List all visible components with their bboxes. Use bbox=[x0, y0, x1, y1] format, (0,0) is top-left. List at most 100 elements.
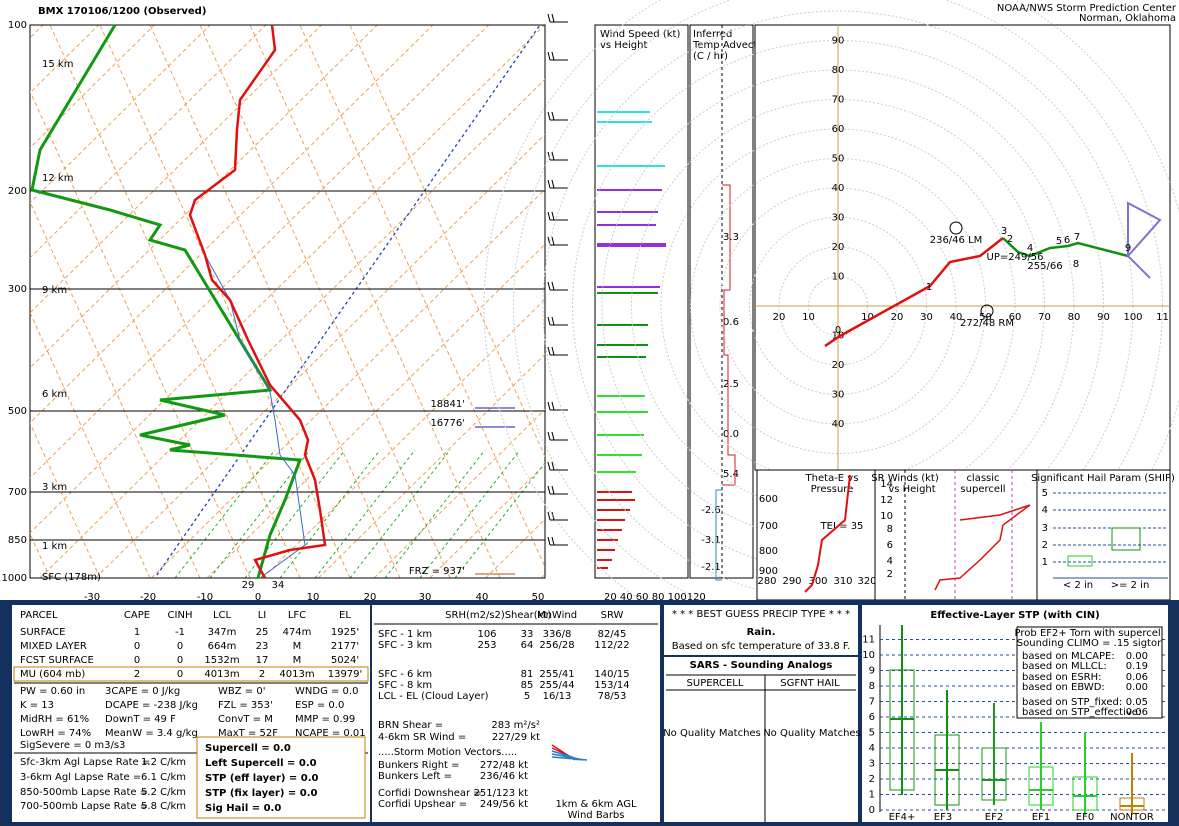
label: >= 2 in bbox=[1111, 580, 1150, 591]
composite-index: Supercell = 0.0 bbox=[205, 743, 291, 754]
label: Effective-Layer STP (with CIN) bbox=[930, 610, 1099, 621]
label: 29 bbox=[242, 580, 255, 591]
label: 7 bbox=[869, 697, 875, 708]
hodo-label: 70 bbox=[1038, 312, 1051, 323]
table-cell: 255/44 bbox=[539, 680, 574, 691]
index: MMP = 0.99 bbox=[295, 714, 355, 725]
index: ConvT = M bbox=[218, 714, 273, 725]
table-cell: 256/28 bbox=[539, 640, 574, 651]
label: Rain. bbox=[747, 627, 776, 638]
table-cell: -1 bbox=[175, 627, 185, 638]
table-cell: 64 bbox=[521, 640, 534, 651]
composite-index: Sig Hail = 0.0 bbox=[205, 803, 281, 814]
label: 290 bbox=[782, 576, 801, 587]
guide-line bbox=[30, 90, 251, 578]
table-cell: 33 bbox=[521, 629, 534, 640]
table-cell: SFC - 6 km bbox=[378, 669, 432, 680]
hodo-point: 9 bbox=[1125, 243, 1131, 254]
label: 255/66 bbox=[1027, 261, 1062, 272]
highlight bbox=[13, 666, 369, 682]
hodo-label: 40 bbox=[832, 183, 845, 194]
guide-line bbox=[30, 25, 545, 534]
label: 10 bbox=[862, 650, 875, 661]
label: based on MLLCL: bbox=[1022, 661, 1107, 672]
wind-barb bbox=[551, 316, 555, 326]
label: Sfc-3km Agl Lapse Rate = bbox=[20, 757, 150, 768]
label: 2 bbox=[887, 569, 893, 580]
label: SR Winds (kt) bbox=[871, 473, 939, 484]
label: 283 m²/s² bbox=[491, 720, 540, 731]
label: NONTOR bbox=[1110, 812, 1154, 823]
table-cell: 112/22 bbox=[594, 640, 629, 651]
table-cell: 106 bbox=[477, 629, 496, 640]
hodo-label: 70 bbox=[832, 95, 845, 106]
label: 6 bbox=[887, 540, 893, 551]
dewpoint bbox=[30, 24, 303, 579]
wind-barb bbox=[547, 51, 551, 61]
index: NCAPE = 0.01 bbox=[295, 728, 366, 739]
hodo-point: 3 bbox=[1001, 226, 1007, 237]
label: 11 bbox=[862, 635, 875, 646]
hodo-point: 7 bbox=[1074, 232, 1080, 243]
label: Theta-E vs bbox=[805, 473, 859, 484]
label: SUPERCELL bbox=[687, 678, 744, 689]
table-cell: SURFACE bbox=[20, 627, 65, 638]
label: EF2 bbox=[985, 812, 1003, 823]
label: Corfidi Downshear = bbox=[378, 788, 482, 799]
ship-box bbox=[1067, 555, 1093, 567]
hodo-label: 30 bbox=[832, 213, 845, 224]
label: 12 bbox=[880, 495, 893, 506]
wind-barb bbox=[551, 281, 555, 291]
index: K = 13 bbox=[20, 700, 54, 711]
advection-value: -2.6 bbox=[701, 505, 721, 516]
credit: Norman, Oklahoma bbox=[1079, 13, 1176, 24]
guide-line bbox=[262, 298, 545, 578]
label: 320 bbox=[857, 576, 876, 587]
label: 8 bbox=[887, 524, 893, 535]
wind-barb bbox=[551, 236, 555, 246]
wind-barb bbox=[547, 511, 551, 521]
label: based on STP_fixed: bbox=[1022, 697, 1122, 708]
table-header: LI bbox=[258, 610, 267, 621]
temperature bbox=[188, 24, 327, 579]
table-cell: MIXED LAYER bbox=[20, 641, 87, 652]
composite-index: STP (eff layer) = 0.0 bbox=[205, 773, 319, 784]
hodo-label: 50 bbox=[832, 154, 845, 165]
label: supercell bbox=[960, 484, 1005, 495]
hodo-label: 40 bbox=[832, 419, 845, 430]
index: PW = 0.60 in bbox=[20, 686, 85, 697]
label: No Quality Matches bbox=[663, 728, 761, 739]
temp-label: -20 bbox=[140, 592, 156, 603]
temp-label: 10 bbox=[307, 592, 320, 603]
hodo-label: 10 bbox=[802, 312, 815, 323]
label: based on STP_effective: bbox=[1022, 707, 1141, 718]
wind-barb bbox=[551, 51, 555, 61]
wind-barb bbox=[551, 211, 555, 221]
guide-line bbox=[249, 25, 501, 578]
guide-line bbox=[30, 25, 434, 424]
wetbulb bbox=[204, 254, 306, 579]
label: 1 bbox=[869, 790, 875, 801]
hodo-label: 80 bbox=[1068, 312, 1081, 323]
guide-line bbox=[206, 243, 545, 578]
table-header: EL bbox=[339, 610, 351, 621]
table-cell: 0 bbox=[177, 641, 183, 652]
composite-index: Left Supercell = 0.0 bbox=[205, 758, 317, 769]
label: 249/56 kt bbox=[480, 799, 528, 810]
guide-line bbox=[349, 25, 545, 458]
skewt-frame bbox=[29, 24, 546, 579]
table-header: CAPE bbox=[124, 610, 150, 621]
table-cell: 2177' bbox=[331, 641, 359, 652]
table-cell: 78/53 bbox=[598, 691, 627, 702]
label: Sounding CLIMO = .15 sigtor bbox=[1017, 638, 1162, 649]
wind-barb bbox=[547, 151, 551, 161]
temp-label: 20 bbox=[364, 592, 377, 603]
label: 1km & 6km AGL bbox=[555, 799, 637, 810]
hodo-point: 6 bbox=[1064, 235, 1070, 246]
label: Pressure bbox=[811, 484, 854, 495]
pressure-label: 300 bbox=[8, 284, 27, 295]
label: SGFNT HAIL bbox=[780, 678, 840, 689]
table-cell: 0 bbox=[177, 655, 183, 666]
hodo-point: 0 bbox=[835, 325, 841, 336]
label: vs Height bbox=[600, 40, 647, 51]
